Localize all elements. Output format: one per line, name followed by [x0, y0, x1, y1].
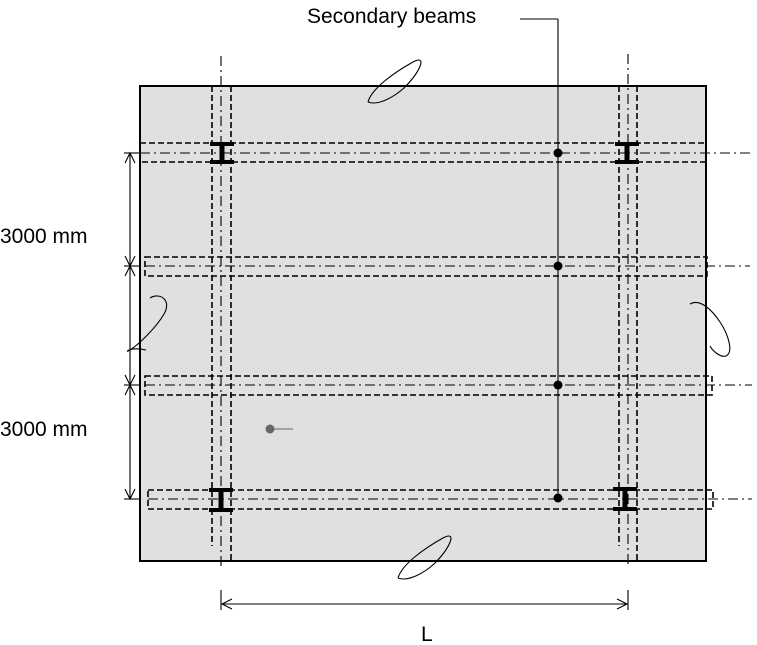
- spacing-dimension: [124, 151, 140, 501]
- span-length-label: L: [421, 623, 433, 645]
- slab-marker: [265, 424, 293, 434]
- break-line-top: [367, 59, 422, 104]
- column-top-left: [210, 142, 234, 164]
- break-line-left: [126, 295, 168, 352]
- leader-dot-4: [553, 493, 563, 503]
- secondary-beams-leader: [520, 18, 563, 503]
- leader-dot-1: [553, 148, 563, 158]
- spacing-top-label: 3000 mm: [0, 225, 88, 248]
- secondary-beam-4: [147, 489, 752, 510]
- column-bottom-right: [613, 487, 637, 511]
- concrete-slab: [139, 85, 707, 562]
- leader-dot-2: [553, 261, 563, 271]
- column-top-right: [615, 142, 639, 164]
- break-line-right: [689, 302, 731, 357]
- spacing-bottom-label: 3000 mm: [0, 418, 88, 441]
- secondary-beams-label: Secondary beams: [307, 5, 476, 28]
- secondary-beam-3: [144, 375, 752, 396]
- column-bottom-left: [209, 488, 233, 512]
- leader-dot-3: [553, 380, 563, 390]
- span-dimension: [220, 590, 629, 610]
- break-line-bottom: [397, 535, 452, 580]
- secondary-beam-2: [144, 256, 750, 277]
- secondary-beam-1: [139, 142, 750, 163]
